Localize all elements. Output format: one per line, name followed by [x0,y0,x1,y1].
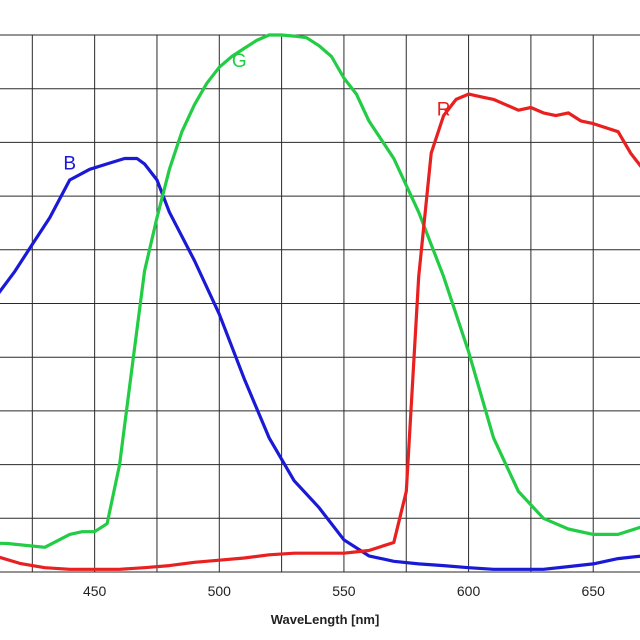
x-tick-label-500: 500 [208,583,232,599]
x-tick-label-600: 600 [457,583,481,599]
x-tick-label-550: 550 [332,583,356,599]
series-line-B [0,156,640,571]
series-label-B: B [63,153,76,174]
series-line-R [0,92,640,571]
grid [0,34,640,573]
series-group [0,33,640,571]
x-tick-label-650: 650 [582,583,606,599]
series-label-G: G [232,51,247,72]
labels-group: B G R [63,51,450,174]
x-tick-labels: 400450500550600650 [83,583,606,599]
series-label-R: R [437,100,451,121]
x-tick-label-450: 450 [83,583,107,599]
series-line-G [0,33,640,549]
x-axis-title: WaveLength [nm] [271,612,380,627]
